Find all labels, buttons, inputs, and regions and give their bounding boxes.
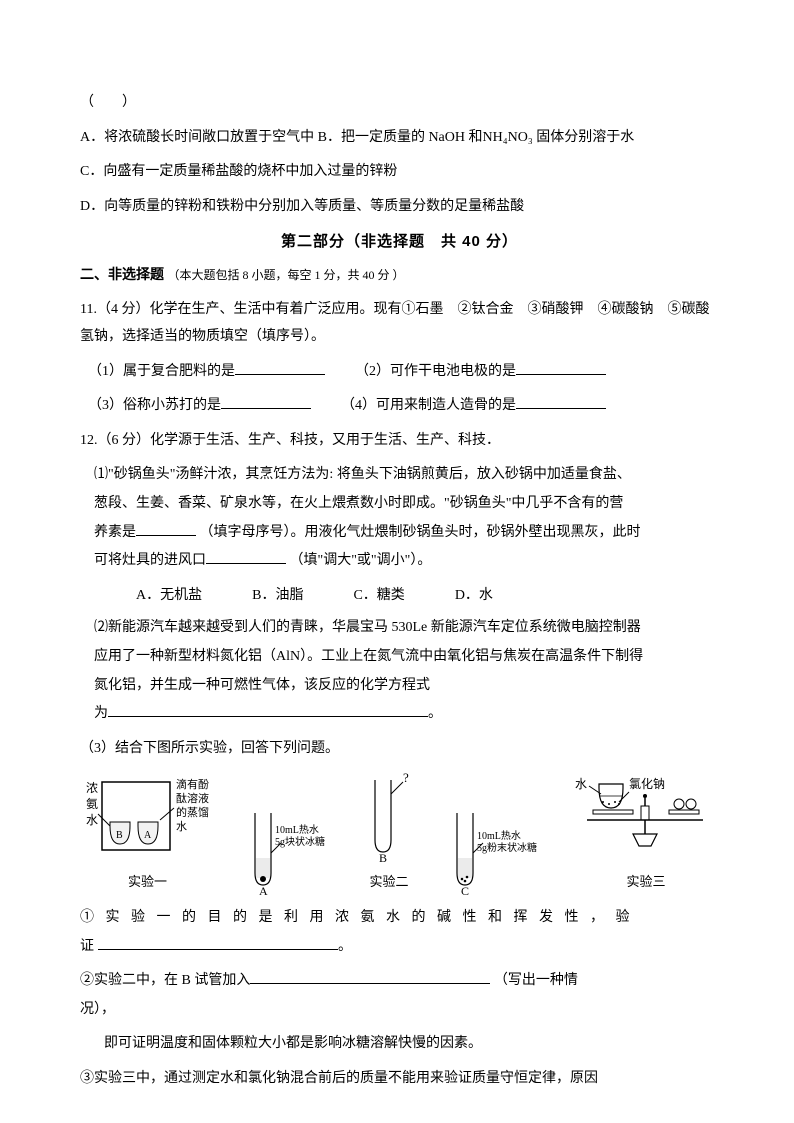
b2-line: ②实验二中，在 B 试管加入 （写出一种情	[80, 968, 719, 995]
q11-row1: （1）属于复合肥料的是 （2）可作干电池电极的是	[80, 359, 719, 386]
nonchoice-note: （本大题包括 8 小题，每空 1 分，共 40 分 ）	[168, 268, 405, 282]
exp1-block: 浓 氨 水 B A 滴有酚 酞溶液 的蒸馏 水 实验一	[80, 770, 215, 895]
exp3-svg: 水 氯化钠	[573, 770, 719, 862]
tube-a-block: 10mL热水 5g块状冰糖 A	[243, 803, 333, 895]
paren-placeholder: （ ）	[80, 90, 719, 117]
svg-text:5g块状冰糖: 5g块状冰糖	[275, 835, 325, 848]
svg-text:B: B	[379, 851, 387, 862]
blank-11-4[interactable]	[516, 395, 606, 409]
exp1-svg: 浓 氨 水 B A 滴有酚 酞溶液 的蒸馏 水	[80, 770, 215, 862]
q12-p1b: 葱段、生姜、香菜、矿泉水等，在火上煨煮数小时即成。"砂锅鱼头"中几乎不含有的营	[80, 491, 719, 518]
opt-12-d: D．水	[455, 583, 493, 610]
b1-line2: 证。	[80, 934, 719, 961]
b1-line1: ① 实 验 一 的 目 的 是 利 用 浓 氨 水 的 碱 性 和 挥 发 性 …	[80, 905, 719, 932]
q12-p2d: 为。	[80, 701, 719, 728]
svg-text:氨: 氨	[86, 797, 98, 811]
q12-options: A．无机盐 B．油脂 C．糖类 D．水	[80, 583, 719, 610]
b3-line: 即可证明温度和固体颗粒大小都是影响冰糖溶解快慢的因素。	[80, 1031, 719, 1058]
svg-text:A: A	[259, 884, 268, 895]
q11-row2: （3）俗称小苏打的是 （4）可用来制造人造骨的是	[80, 393, 719, 420]
svg-text:酞溶液: 酞溶液	[176, 791, 209, 805]
q12-p1c: 养素是 （填字母序号）。用液化气灶煨制砂锅鱼头时，砂锅外壁出现黑灰，此时	[80, 520, 719, 547]
opt-c: C．向盛有一定质量稀盐酸的烧杯中加入过量的锌粉	[80, 159, 719, 186]
svg-text:浓: 浓	[86, 781, 98, 795]
exp3-block: 水 氯化钠 实验三	[573, 770, 719, 895]
q12-p2a: ⑵新能源汽车越来越受到人们的青睐，华晨宝马 530Le 新能源汽车定位系统微电脑…	[80, 615, 719, 642]
blank-12-1[interactable]	[136, 522, 196, 536]
q11-sub1: （1）属于复合肥料的是	[88, 359, 325, 386]
opt-12-a: A．无机盐	[136, 583, 202, 610]
b4-line: ③实验三中，通过测定水和氯化钠混合前后的质量不能用来验证质量守恒定律，原因	[80, 1066, 719, 1093]
q12-p2b: 应用了一种新型材料氮化铝（AlN）。工业上在氮气流中由氧化铝与焦炭在高温条件下制…	[80, 644, 719, 671]
nonchoice-label: 二、非选择题	[80, 266, 164, 282]
q12-stem: 12.（6 分）化学源于生活、生产、科技，又用于生活、生产、科技．	[80, 428, 719, 455]
q11-sub2: （2）可作干电池电极的是	[355, 359, 606, 386]
blank-11-3[interactable]	[221, 395, 311, 409]
svg-text:10mL热水: 10mL热水	[275, 823, 319, 836]
q12-p3: （3）结合下图所示实验，回答下列问题。	[80, 736, 719, 763]
svg-text:C: C	[461, 884, 469, 895]
tube-b-block: ? B 实验二	[361, 770, 417, 895]
svg-text:?: ?	[403, 770, 409, 785]
svg-text:A: A	[144, 830, 152, 841]
opt-d: D．向等质量的锌粉和铁粉中分别加入等质量、等质量分数的足量稀盐酸	[80, 194, 719, 221]
exp2-label: 实验二	[369, 870, 408, 895]
exp1-label: 实验一	[128, 870, 167, 895]
b2-end: 况），	[80, 997, 719, 1024]
svg-text:水: 水	[575, 777, 587, 791]
experiment-diagrams: 浓 氨 水 B A 滴有酚 酞溶液 的蒸馏 水 实验一 10mL热水 5g块状冰…	[80, 770, 719, 895]
q12-p1a: ⑴"砂锅鱼头"汤鲜汁浓，其烹饪方法为: 将鱼头下油锅煎黄后，放入砂锅中加适量食盐…	[80, 462, 719, 489]
tube-c-svg: 10mL热水 5g粉末状冰糖 C	[445, 803, 545, 895]
blank-12-2[interactable]	[206, 550, 286, 564]
q12-p1d: 可将灶具的进风口 （填"调大"或"调小"）。	[80, 548, 719, 575]
svg-text:的蒸馏: 的蒸馏	[176, 805, 209, 819]
svg-text:5g粉末状冰糖: 5g粉末状冰糖	[477, 841, 537, 854]
tube-c-block: 10mL热水 5g粉末状冰糖 C	[445, 803, 545, 895]
svg-text:滴有酚: 滴有酚	[176, 777, 209, 791]
q12-p2c: 氮化铝，并生成一种可燃性气体，该反应的化学方程式	[80, 673, 719, 700]
opt-12-c: C．糖类	[353, 583, 404, 610]
blank-11-1[interactable]	[235, 361, 325, 375]
tube-a-svg: 10mL热水 5g块状冰糖 A	[243, 803, 333, 895]
q11-stem: 11.（4 分）化学在生产、生活中有着广泛应用。现有①石墨 ②钛合金 ③硝酸钾 …	[80, 297, 719, 350]
q11-sub3: （3）俗称小苏打的是	[88, 393, 311, 420]
opt-a-b: A．将浓硫酸长时间敞口放置于空气中 B．把一定质量的 NaOH 和NH₄NO₃ …	[80, 125, 719, 152]
svg-text:10mL热水: 10mL热水	[477, 829, 521, 842]
exp3-label: 实验三	[626, 870, 665, 895]
blank-b2[interactable]	[250, 970, 490, 984]
nonchoice-heading: 二、非选择题 （本大题包括 8 小题，每空 1 分，共 40 分 ）	[80, 261, 719, 290]
blank-11-2[interactable]	[516, 361, 606, 375]
svg-text:水: 水	[176, 820, 187, 833]
svg-text:B: B	[116, 830, 123, 841]
opt-12-b: B．油脂	[252, 583, 303, 610]
blank-12-3[interactable]	[108, 703, 428, 717]
tube-b-svg: ? B	[361, 770, 417, 862]
blank-b1[interactable]	[98, 936, 338, 950]
svg-text:水: 水	[86, 813, 98, 827]
q11-sub4: （4）可用来制造人造骨的是	[341, 393, 606, 420]
svg-text:氯化钠: 氯化钠	[629, 776, 665, 791]
section-2-title: 第二部分（非选择题 共 40 分）	[80, 228, 719, 257]
